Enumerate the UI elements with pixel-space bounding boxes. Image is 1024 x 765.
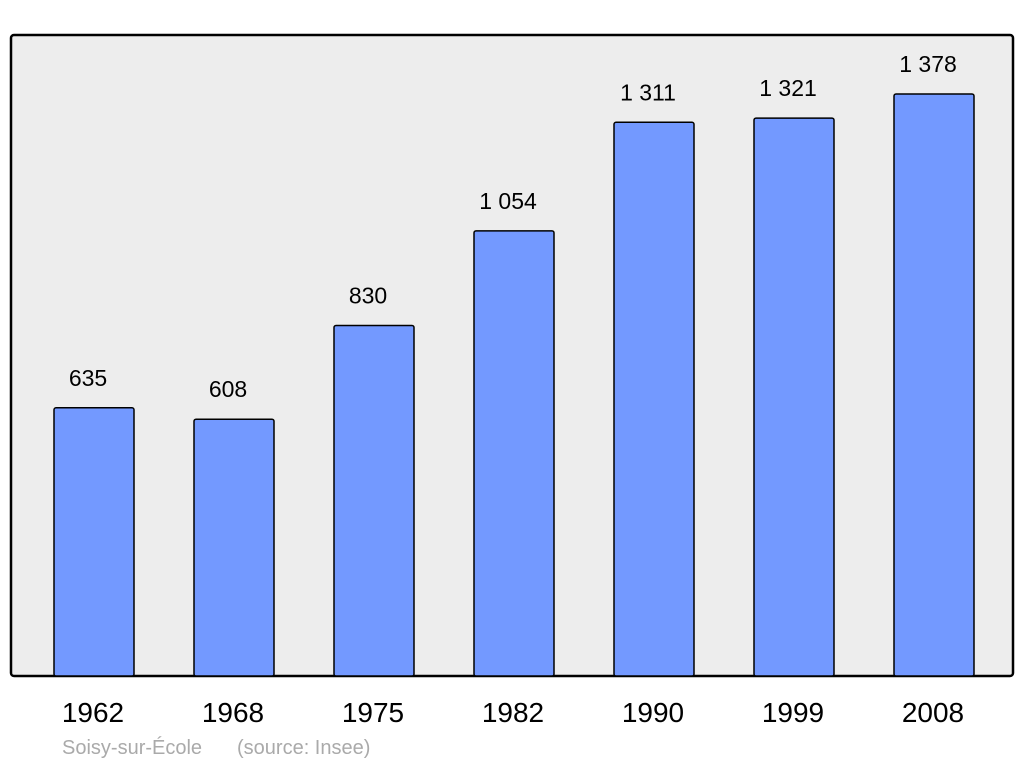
x-tick-label-1975: 1975	[342, 697, 404, 728]
x-tick-label-1990: 1990	[622, 697, 684, 728]
data-label-1982: 1 054	[479, 188, 537, 214]
footer-place: Soisy-sur-École	[62, 736, 202, 759]
bar-1999	[753, 117, 835, 677]
data-label-1975: 830	[349, 282, 387, 308]
data-label-2008: 1 378	[899, 51, 957, 77]
x-tick-label-1999: 1999	[762, 697, 824, 728]
bar-1975	[333, 324, 415, 677]
data-label-1962: 635	[69, 365, 107, 391]
data-label-1990: 1 311	[620, 79, 676, 105]
x-tick-label-1962: 1962	[62, 697, 124, 728]
bar-1990	[613, 121, 695, 677]
bar-2008	[893, 93, 975, 677]
x-tick-label-2008: 2008	[902, 697, 964, 728]
data-label-1968: 608	[209, 376, 247, 402]
bar-1962	[53, 407, 135, 677]
data-label-1999: 1 321	[759, 75, 817, 101]
footer-source: (source: Insee)	[237, 737, 370, 759]
bar-1968	[193, 418, 275, 677]
x-tick-label-1982: 1982	[482, 697, 544, 728]
x-tick-label-1968: 1968	[202, 697, 264, 728]
bar-1982	[473, 230, 555, 677]
